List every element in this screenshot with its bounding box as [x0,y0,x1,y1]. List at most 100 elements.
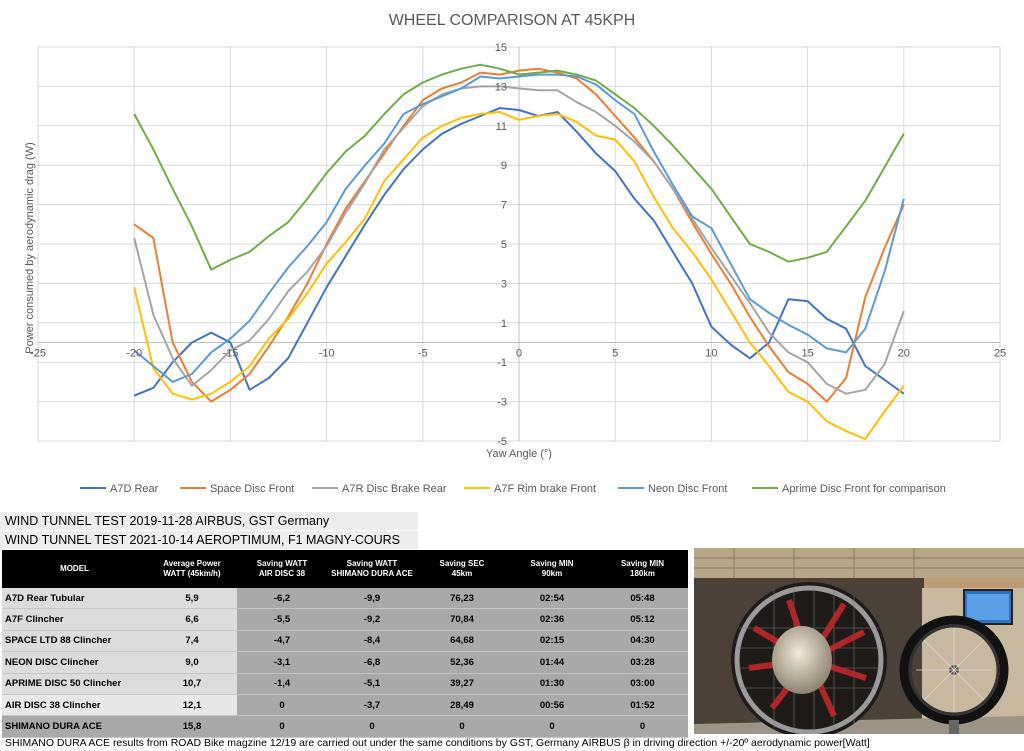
table-cell: 05:48 [597,588,688,610]
legend-label: Neon Disc Front [648,483,727,495]
table-cell: 0 [507,715,597,738]
table-row: A7F Clincher 6,6 -5,5 -9,2 70,84 02:36 05:12 [2,608,688,631]
table-cell: -4,7 [237,630,327,653]
header-line: 90km [541,569,563,578]
x-tick-label: -10 [319,348,335,360]
table-cell: 76,23 [417,588,507,610]
table-cell: 9,0 [147,651,237,674]
x-axis-label: Yaw Angle (°) [486,448,552,460]
table-cell: NEON DISC Clincher [2,651,147,674]
y-tick-label: 5 [501,239,507,251]
table-cell: -6,2 [237,588,327,610]
table-cell: 03:00 [597,673,688,695]
y-tick-label: 3 [501,278,507,290]
header-line: 180km [630,569,655,578]
series-line-1 [133,107,905,397]
table-cell: A7D Rear Tubular [2,588,147,610]
y-axis-label: Power consumed by aerodynamic drag (W) [24,142,36,354]
table-body: A7D Rear Tubular 5,9 -6,2 -9,9 76,23 02:54 05:… [2,588,688,738]
table-cell: AIR DISC 38 Clincher [2,694,147,717]
series-line-2 [133,67,905,403]
table-row: SPACE LTD 88 Clincher 7,4 -4,7 -8,4 64,68 02:… [2,630,688,653]
table-cell: -9,9 [327,588,417,610]
table-cell: 01:52 [597,694,688,717]
table-cell: 6,6 [147,608,237,631]
x-tick-label: -25 [30,348,46,360]
table-header-cell: MODEL [2,550,147,588]
table-cell: 12,1 [147,694,237,717]
table-header-cell: Saving WATT SHIMANO DURA ACE [327,550,417,588]
legend-label: A7D Rear [110,483,159,495]
table-row: APRIME DISC 50 Clincher 10,7 -1,4 -5,1 39,27… [2,673,688,695]
header-line: Saving WATT [256,559,308,568]
table-cell: -3,1 [237,651,327,674]
table-cell: 02:36 [507,608,597,631]
tick-labels: 15 13 11 9 7 5 3 1 -1 -3 -5 -25 -20 -15 -10 -5 0 5 10 15 20 2… [30,42,1006,448]
y-tick-label: 1 [501,318,507,330]
table-cell: 0 [417,715,507,738]
header-line: SHIMANO DURA ACE [331,569,413,578]
legend-label: Space Disc Front [210,483,294,495]
table-cell: 01:30 [507,673,597,695]
series-lines [133,63,905,440]
wind-tunnel-photo [694,548,1024,734]
table-cell: 00:56 [507,694,597,717]
table-cell: 0 [597,715,688,738]
table-cell: 7,4 [147,630,237,653]
table-cell: A7F Clincher [2,608,147,631]
series-line-4 [133,111,905,440]
table-cell: 02:54 [507,588,597,610]
table-cell: -1,4 [237,673,327,695]
table-row: AIR DISC 38 Clincher 12,1 0 -3,7 28,49 00:56 0… [2,694,688,717]
header-line: AIR DISC 38 [258,569,306,578]
header-line: Saving WATT [346,559,398,568]
series-line-3 [133,85,905,395]
y-tick-label: 7 [501,200,507,212]
header-line: Average Power [163,559,221,568]
table-cell: SHIMANO DURA ACE [2,715,147,738]
x-tick-label: -5 [418,348,428,360]
table-cell: SPACE LTD 88 Clincher [2,630,147,653]
table-header-cell: Saving MIN 90km [507,550,597,588]
y-tick-label: 15 [495,42,507,54]
y-tick-label: -5 [497,436,507,448]
table-cell: 52,36 [417,651,507,674]
table-cell: 03:28 [597,651,688,674]
table-cell: 0 [237,694,327,717]
header-line: Saving SEC [439,559,485,568]
chart-svg: 15 13 11 9 7 5 3 1 -1 -3 -5 -25 -20 -15 -10 -5 0 5 10 15 20 2… [24,12,1007,495]
y-tick-label: 9 [501,160,507,172]
table-row: A7D Rear Tubular 5,9 -6,2 -9,9 76,23 02:54 05:… [2,588,688,610]
x-tick-label: -15 [222,348,238,360]
axes [38,47,1000,441]
test-band-1: WIND TUNNEL TEST 2019-11-28 AIRBUS, GST … [0,512,418,530]
y-tick-label: 13 [495,81,507,93]
footnote: SHIMANO DURA ACE results from ROAD Bike … [5,737,870,749]
table-cell: 70,84 [417,608,507,631]
y-tick-label: -3 [497,397,507,409]
table-cell: 05:12 [597,608,688,631]
legend-label: A7R Disc Brake Rear [342,483,447,495]
wind-tunnel-illustration [694,548,1024,734]
table-cell: -3,7 [327,694,417,717]
table-header-cell: Average Power WATT (45km/h) [147,550,237,588]
x-tick-label: -20 [126,348,142,360]
y-tick-label: -1 [497,357,507,369]
table-cell: 28,49 [417,694,507,717]
header-line: Saving MIN [620,559,665,568]
table-header-cell: Saving SEC 45km [417,550,507,588]
table-cell: 02:15 [507,630,597,653]
header-line: 45km [451,569,473,578]
legend-label: Aprime Disc Front for comparison [782,483,946,495]
table-cell: -8,4 [327,630,417,653]
x-tick-label: 0 [516,348,522,360]
table-cell: 0 [327,715,417,738]
table-cell: 04:30 [597,630,688,653]
header-line: Saving MIN [530,559,574,568]
table-cell: -5,1 [327,673,417,695]
table-cell: 39,27 [417,673,507,695]
savings-table: MODEL Average Power WATT (45km/h) Saving WA… [2,550,688,738]
x-tick-label: 25 [994,348,1006,360]
table-cell: 01:44 [507,651,597,674]
table-header-cell: Saving MIN 180km [597,550,688,588]
